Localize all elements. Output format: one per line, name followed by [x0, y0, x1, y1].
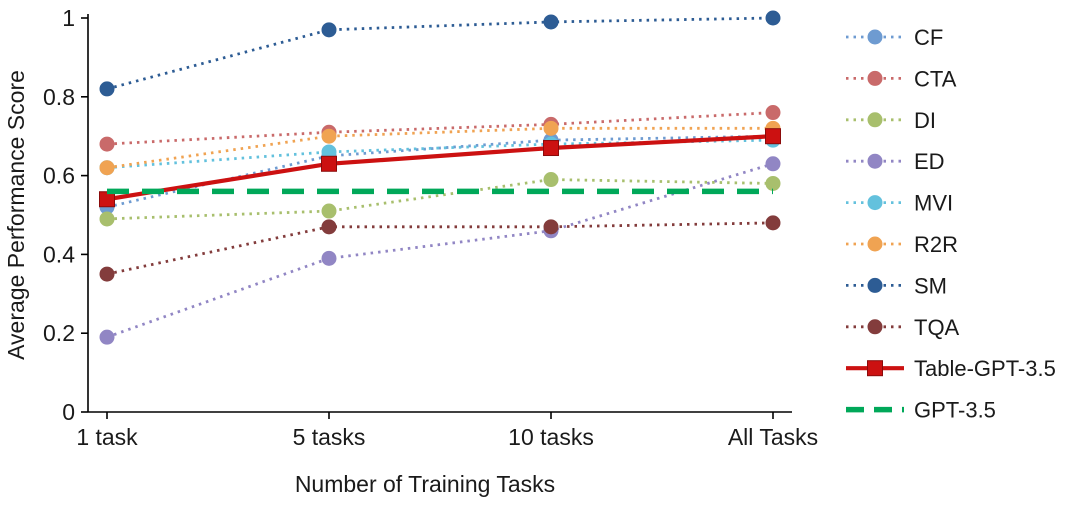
series-line-Table-GPT-3.5	[106, 134, 774, 202]
series-SM	[99, 10, 781, 97]
y-tick-label: 0.2	[43, 320, 75, 346]
legend-item-CTA: CTA	[846, 66, 957, 91]
x-tick-label: 10 tasks	[508, 424, 594, 450]
series-marker-TQA	[543, 219, 559, 235]
series-line-CTA	[106, 111, 774, 146]
series-line-DI	[106, 178, 774, 221]
legend-label-CTA: CTA	[914, 66, 957, 91]
series-marker-SM	[543, 14, 559, 30]
x-tick-label: All Tasks	[728, 424, 818, 450]
x-tick-label: 5 tasks	[293, 424, 366, 450]
series-line-SM	[106, 16, 774, 91]
legend-label-CF: CF	[914, 25, 943, 50]
series-marker-R2R	[99, 160, 115, 176]
series-marker-DI	[99, 211, 115, 227]
series-marker-DI	[543, 172, 559, 188]
series-marker-R2R	[867, 236, 883, 252]
series-line-TQA	[106, 221, 774, 276]
legend-item-GPT-3.5: GPT-3.5	[846, 398, 996, 423]
series-TQA	[99, 215, 781, 282]
series-R2R	[99, 120, 781, 176]
series-marker-SM	[99, 81, 115, 97]
legend-item-MVI: MVI	[846, 191, 953, 216]
series-marker-ED	[765, 156, 781, 172]
series-line-CF	[106, 134, 774, 209]
y-axis-label: Average Performance Score	[3, 70, 29, 360]
legend-item-CF: CF	[846, 25, 943, 50]
series-marker-CTA	[99, 136, 115, 152]
series-marker-Table-GPT-3.5	[321, 155, 337, 172]
legend-item-TQA: TQA	[846, 315, 960, 340]
series-marker-Table-GPT-3.5	[867, 360, 883, 377]
series-marker-SM	[867, 277, 883, 293]
y-tick-label: 0.8	[43, 84, 75, 110]
x-tick-label: 1 task	[76, 424, 138, 450]
legend-label-R2R: R2R	[914, 232, 958, 257]
series-marker-R2R	[321, 128, 337, 144]
series-marker-TQA	[867, 319, 883, 335]
series-marker-Table-GPT-3.5	[543, 140, 559, 157]
series-marker-CTA	[867, 70, 883, 86]
series-marker-ED	[321, 250, 337, 266]
series-marker-DI	[321, 203, 337, 219]
series-marker-MVI	[867, 195, 883, 211]
series-marker-TQA	[765, 215, 781, 231]
series-CTA	[99, 105, 781, 152]
legend-label-TQA: TQA	[914, 315, 960, 340]
series-marker-DI	[765, 175, 781, 191]
legend-item-ED: ED	[846, 149, 945, 174]
series-marker-TQA	[99, 266, 115, 282]
series-marker-CTA	[765, 105, 781, 121]
series-line-R2R	[106, 126, 773, 170]
legend-label-ED: ED	[914, 149, 945, 174]
legend-label-GPT-3.5: GPT-3.5	[914, 398, 996, 423]
legend-label-Table-GPT-3.5: Table-GPT-3.5	[914, 356, 1056, 381]
series-Table-GPT-3.5	[99, 128, 781, 208]
legend-item-DI: DI	[846, 108, 936, 133]
legend-label-DI: DI	[914, 108, 936, 133]
y-tick-label: 0.6	[43, 163, 75, 189]
series-marker-DI	[867, 112, 883, 128]
series-marker-R2R	[543, 120, 559, 136]
x-axis-label: Number of Training Tasks	[295, 471, 555, 497]
series-marker-ED	[99, 329, 115, 345]
series-marker-ED	[867, 153, 883, 169]
series-marker-TQA	[321, 219, 337, 235]
y-tick-label: 1	[62, 5, 75, 31]
series-DI	[99, 172, 781, 227]
series-line-ED	[106, 162, 774, 339]
y-tick-label: 0	[62, 399, 75, 425]
series-marker-CF	[867, 29, 883, 45]
legend-item-R2R: R2R	[846, 232, 958, 257]
legend-label-SM: SM	[914, 273, 947, 298]
series-marker-Table-GPT-3.5	[765, 128, 781, 145]
legend-item-SM: SM	[846, 273, 947, 298]
legend-item-Table-GPT-3.5: Table-GPT-3.5	[846, 356, 1056, 381]
y-tick-label: 0.4	[43, 241, 75, 267]
series-marker-SM	[321, 22, 337, 38]
series-marker-SM	[765, 10, 781, 26]
legend-label-MVI: MVI	[914, 191, 953, 216]
